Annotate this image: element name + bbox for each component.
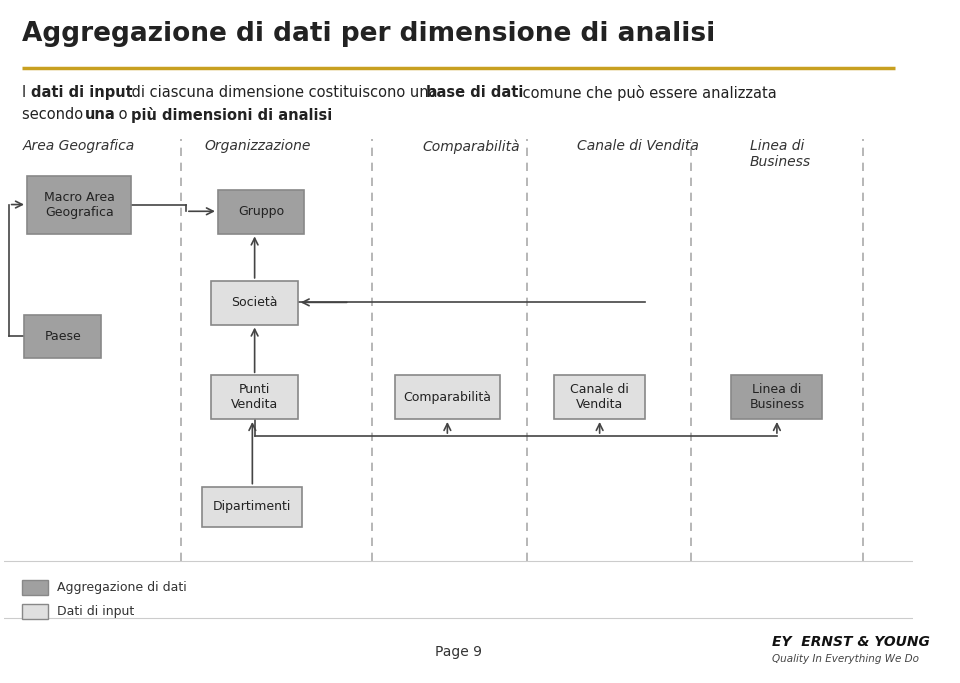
Text: dati di input: dati di input (31, 85, 132, 100)
Bar (27, 176, 132, 234)
Bar (218, 190, 304, 234)
Text: Dipartimenti: Dipartimenti (213, 500, 292, 514)
Text: Aggregazione di dati per dimensione di analisi: Aggregazione di dati per dimensione di a… (22, 21, 715, 47)
Text: Linea di
Business: Linea di Business (750, 139, 811, 169)
Text: di ciascuna dimensione costituiscono una: di ciascuna dimensione costituiscono una (127, 85, 443, 100)
Text: :: : (322, 107, 326, 122)
Text: Organizzazione: Organizzazione (204, 139, 310, 153)
Text: Page 9: Page 9 (435, 645, 482, 659)
Bar (24, 314, 102, 359)
Text: Canale di
Vendita: Canale di Vendita (570, 383, 629, 411)
Text: Macro Area
Geografica: Macro Area Geografica (44, 191, 114, 219)
Text: Comparabilità: Comparabilità (403, 391, 492, 404)
Bar (732, 375, 823, 419)
Text: Punti
Vendita: Punti Vendita (231, 383, 278, 411)
Text: secondo: secondo (22, 107, 88, 122)
Bar (22, 581, 48, 595)
Text: Area Geografica: Area Geografica (22, 139, 134, 153)
Bar (211, 281, 298, 324)
Bar (554, 375, 645, 419)
Text: Aggregazione di dati: Aggregazione di dati (57, 581, 186, 594)
Text: Canale di Vendita: Canale di Vendita (577, 139, 699, 153)
Text: Paese: Paese (44, 330, 82, 343)
Text: base di dati: base di dati (425, 85, 523, 100)
Text: una: una (84, 107, 115, 122)
Text: Comparabilità: Comparabilità (422, 139, 520, 154)
Text: Quality In Everything We Do: Quality In Everything We Do (773, 654, 920, 664)
Text: o: o (113, 107, 132, 122)
Text: I: I (22, 85, 32, 100)
Text: comune che può essere analizzata: comune che può essere analizzata (517, 85, 777, 101)
Text: più dimensioni di analisi: più dimensioni di analisi (131, 107, 332, 123)
Bar (211, 375, 298, 419)
Text: EY  ERNST & YOUNG: EY ERNST & YOUNG (773, 635, 930, 649)
Text: Gruppo: Gruppo (238, 205, 284, 218)
Bar (22, 604, 48, 619)
Text: Società: Società (231, 296, 277, 309)
Bar (203, 486, 302, 527)
Bar (396, 375, 499, 419)
Text: Dati di input: Dati di input (57, 605, 134, 618)
Text: Linea di
Business: Linea di Business (750, 383, 804, 411)
